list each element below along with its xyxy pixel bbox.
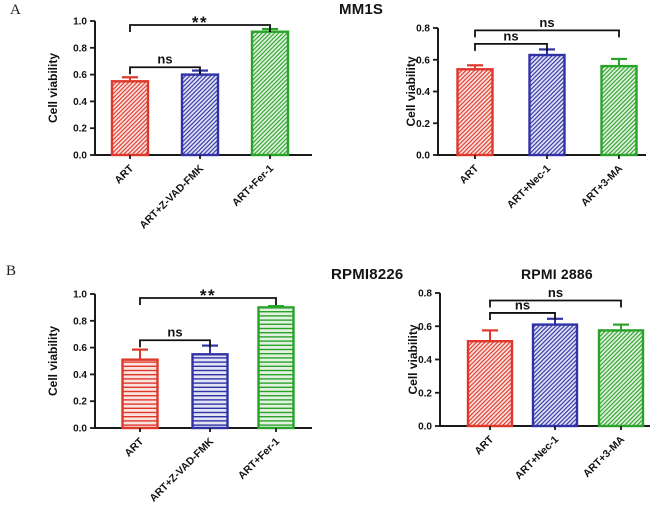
bar-green: [600, 64, 638, 157]
x-category-label: ART+Nec-1: [505, 163, 553, 211]
panel-b-label: B: [6, 263, 17, 279]
panel-a-label: A: [10, 2, 21, 18]
y-tick-label: 0.6: [73, 70, 87, 81]
y-tick-label: 0.2: [416, 119, 430, 130]
y-tick-label: 0.6: [416, 55, 430, 66]
y-tick-label: 0.4: [418, 355, 432, 366]
bar-green: [597, 329, 645, 428]
y-tick-label: 0.0: [416, 151, 430, 162]
bar-chart-panel-a-right-mm1s: 0.0 0.2 0.4 0.6 0.8 Cell viability ART ART+Nec-…: [404, 15, 646, 211]
x-category-label: ART+Fer-1: [236, 436, 282, 482]
bar-blue: [180, 73, 220, 157]
x-category-label: ART+Z-VAD-FMK: [147, 435, 216, 504]
x-category-label: ART+3-MA: [581, 433, 628, 480]
y-tick-label: 0.6: [73, 343, 87, 354]
significance-label: ns: [503, 28, 518, 43]
bar-blue: [528, 53, 566, 157]
y-tick-label: 1.0: [73, 290, 87, 301]
bar-chart-panel-b-right-rpmi2886: 0.0 0.2 0.4 0.6 0.8 Cell viability ART ART+Nec-…: [406, 285, 650, 482]
y-tick-label: 0.4: [73, 97, 87, 108]
y-tick-label: 0.6: [418, 322, 432, 333]
bar-blue: [531, 323, 579, 428]
y-tick-label: 0.2: [73, 397, 87, 408]
bar-red: [466, 340, 514, 428]
y-tick-label: 0.4: [416, 87, 430, 98]
significance-label: ns: [167, 325, 182, 340]
x-category-label: ART+Fer-1: [230, 163, 276, 209]
bar-green: [250, 30, 290, 157]
y-tick-label: 0.0: [73, 151, 87, 162]
y-tick-label: 0.8: [418, 289, 432, 300]
y-tick-label: 0.8: [73, 43, 87, 54]
bar-green: [257, 306, 295, 430]
y-axis-title: Cell viability: [404, 56, 418, 126]
y-tick-label: 0.8: [73, 316, 87, 327]
x-category-label: ART+Z-VAD-FMK: [137, 162, 206, 231]
x-category-label: ART: [472, 433, 496, 457]
bar-chart-panel-b-left: 0.0 0.2 0.4 0.6 0.8 1.0 Cell viability ART ART+Z…: [46, 286, 312, 504]
chart-title-rpmi2886: RPMI 2886: [521, 266, 593, 282]
bar-chart-panel-a-left: 0.0 0.2 0.4 0.6 0.8 1.0 Cell viability ART ART+Z…: [46, 13, 312, 231]
y-tick-label: 0.0: [73, 424, 87, 435]
chart-title-rpmi8226: RPMI8226: [331, 266, 404, 283]
y-tick-label: 0.2: [418, 388, 432, 399]
y-tick-label: 0.0: [418, 422, 432, 433]
y-axis-title: Cell viability: [46, 326, 60, 396]
bar-red: [456, 68, 494, 157]
bar-red: [121, 358, 159, 430]
significance-label: ns: [157, 52, 172, 67]
y-tick-label: 1.0: [73, 17, 87, 28]
y-tick-label: 0.2: [73, 124, 87, 135]
x-category-label: ART+3-MA: [579, 162, 626, 209]
chart-title-mm1s: MM1S: [339, 1, 384, 18]
y-axis-title: Cell viability: [46, 53, 60, 123]
significance-label: ns: [539, 15, 554, 30]
y-tick-label: 0.4: [73, 370, 87, 381]
bar-red: [110, 80, 150, 157]
bar-blue: [191, 353, 229, 430]
significance-label: **: [192, 13, 208, 32]
x-category-label: ART+Nec-1: [513, 434, 561, 482]
y-axis-title: Cell viability: [406, 324, 420, 394]
x-category-label: ART: [122, 435, 146, 459]
significance-label: ns: [548, 285, 563, 300]
y-tick-label: 0.8: [416, 24, 430, 35]
x-category-label: ART: [112, 162, 136, 186]
x-category-label: ART: [457, 162, 481, 186]
significance-label: **: [200, 286, 216, 305]
